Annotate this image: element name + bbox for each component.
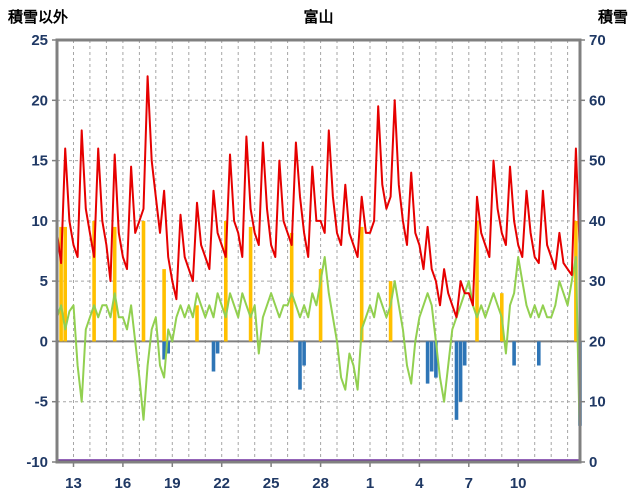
blue-bars <box>429 341 434 372</box>
orange-bars <box>388 281 393 342</box>
right-axis-tick-label: 20 <box>589 333 606 350</box>
orange-bars <box>475 220 479 342</box>
x-axis-tick-label: 19 <box>164 475 181 492</box>
left-axis-tick-label: 20 <box>31 92 48 109</box>
left-axis-tick-label: 25 <box>31 32 48 49</box>
orange-bars <box>112 226 117 342</box>
right-axis-tick-label: 60 <box>589 92 606 109</box>
blue-bars <box>211 341 216 372</box>
green-line <box>56 256 581 450</box>
right-axis-title: 積雪 <box>597 9 628 26</box>
orange-bars <box>318 269 323 342</box>
blue-bars <box>166 341 170 354</box>
plot-border <box>55 38 582 464</box>
x-axis-tick-label: 16 <box>115 475 132 492</box>
left-axis-tick-label: -10 <box>26 454 48 471</box>
orange-bars <box>195 305 199 342</box>
x-axis-tick-label: 28 <box>312 475 329 492</box>
red-line <box>56 75 581 319</box>
left-axis-tick-label: 0 <box>40 333 48 350</box>
orange-bars <box>92 220 96 342</box>
left-axis-tick-label: 10 <box>31 213 48 230</box>
x-axis-tick-label: 10 <box>510 475 527 492</box>
right-axis-tick-label: 50 <box>589 153 606 170</box>
right-axis-tick-label: 10 <box>589 394 606 411</box>
blue-bars <box>454 341 459 420</box>
x-axis-tick-label: 1 <box>366 475 374 492</box>
chart-title: 富山 <box>303 9 334 26</box>
left-axis-title: 積雪以外 <box>8 9 69 26</box>
orange-bars <box>141 220 146 342</box>
orange-bars <box>359 226 364 342</box>
x-axis-tick-label: 7 <box>465 475 473 492</box>
orange-bars <box>224 220 228 342</box>
left-axis-tick-label: -5 <box>35 394 48 411</box>
right-axis-tick-label: 40 <box>589 213 606 230</box>
blue-bars <box>458 341 463 402</box>
orange-bars <box>289 232 294 342</box>
orange-bars <box>248 226 253 342</box>
blue-bars <box>462 341 467 366</box>
left-axis-tick-label: 5 <box>40 273 48 290</box>
right-axis-tick-label: 70 <box>589 32 606 49</box>
x-axis-tick-label: 13 <box>65 475 82 492</box>
blue-bars <box>162 341 166 360</box>
blue-bars <box>512 341 516 366</box>
blue-bars <box>298 341 302 390</box>
x-axis-tick-label: 22 <box>213 475 230 492</box>
blue-bars <box>425 341 430 384</box>
orange-bars <box>162 269 166 342</box>
blue-bars <box>215 341 220 354</box>
blue-bars <box>537 341 541 366</box>
blue-bars <box>434 341 438 378</box>
left-axis-tick-label: 15 <box>31 153 48 170</box>
x-axis-tick-label: 25 <box>263 475 280 492</box>
orange-bars <box>63 226 67 342</box>
x-axis-tick-label: 4 <box>415 475 424 492</box>
orange-bars <box>59 226 63 342</box>
right-axis-tick-label: 30 <box>589 273 606 290</box>
right-axis-tick-label: 0 <box>589 454 597 471</box>
blue-bars <box>302 341 306 366</box>
